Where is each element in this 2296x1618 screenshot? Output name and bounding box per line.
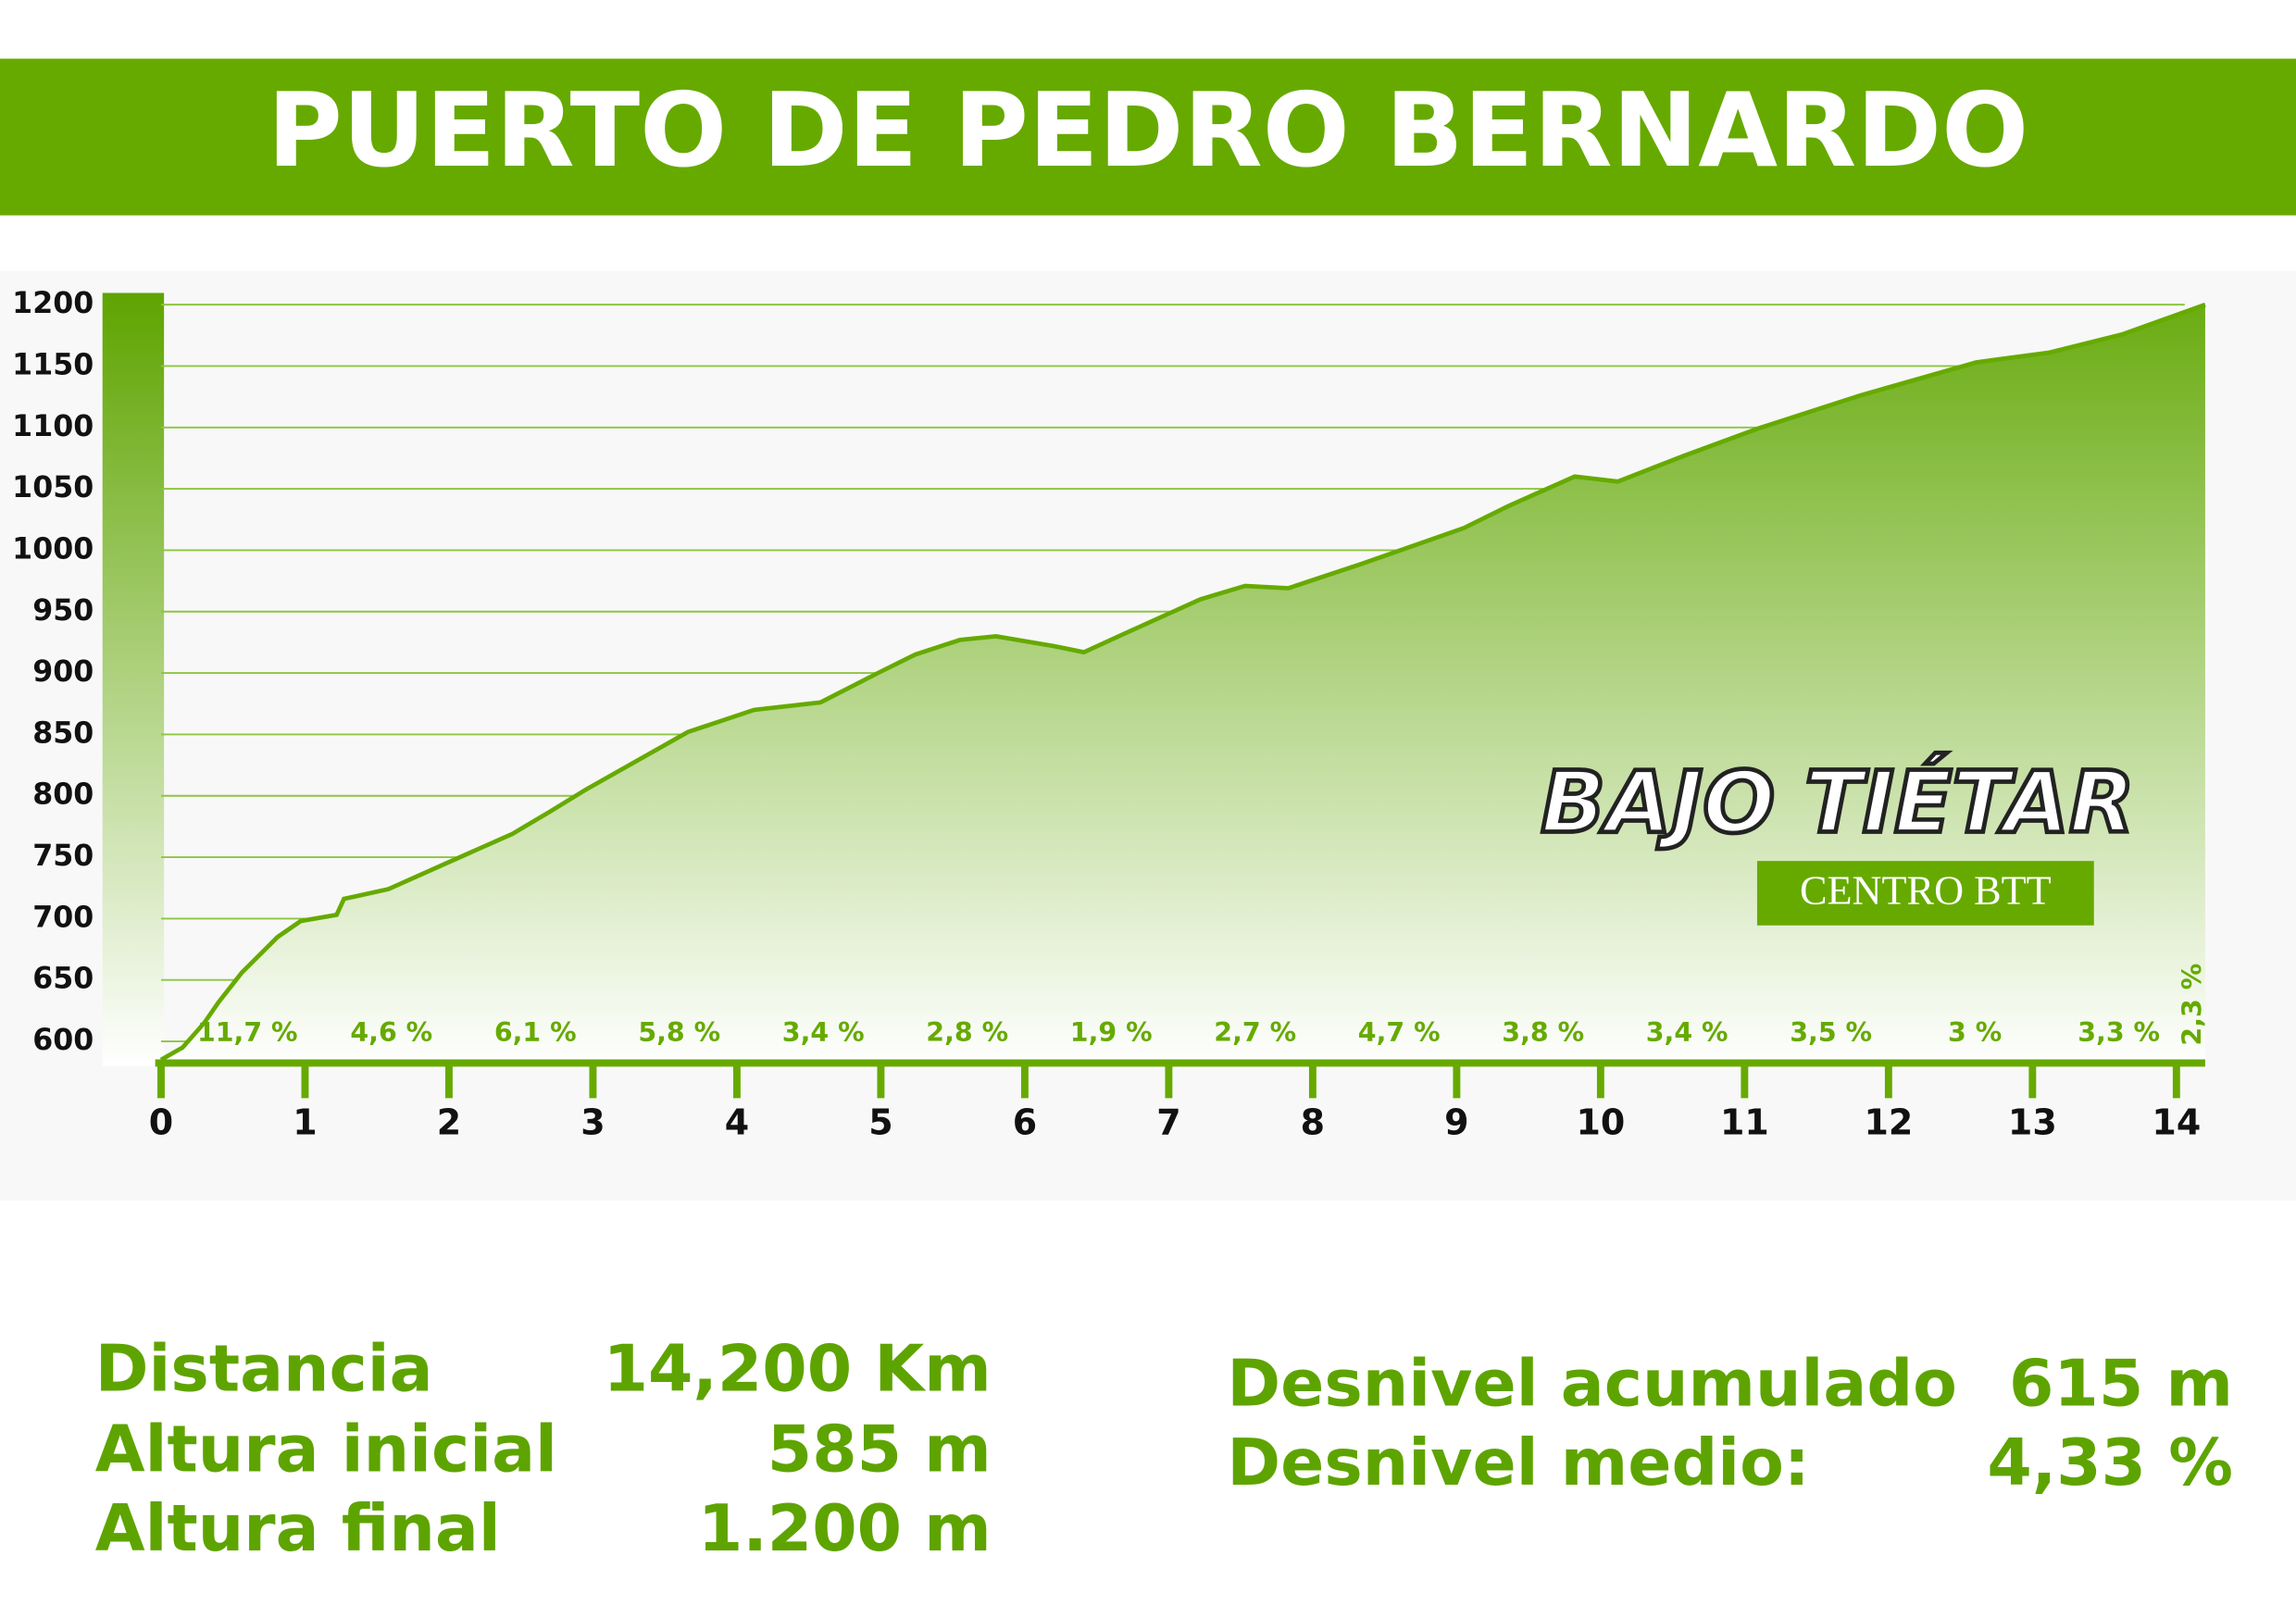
y-tick-label: 650 [32,963,94,996]
profile-area [160,305,2205,1066]
x-tick-label: 12 [1864,1101,1913,1142]
x-tick-label: 10 [1576,1101,1625,1142]
x-tick-label: 5 [868,1101,892,1142]
gradient-label: 3,5 % [1790,1017,1872,1048]
stat-label: Altura final [95,1491,501,1566]
x-tick-label: 11 [1720,1101,1769,1142]
x-tick-label: 1 [293,1101,317,1142]
y-tick-label: 600 [32,1024,94,1057]
stat-label: Desnivel medio: [1227,1425,1809,1500]
y-tick-label: 700 [32,901,94,934]
stat-value: 1.200 m [698,1491,992,1566]
chart-title: PUERTO DE PEDRO BERNARDO [268,71,2029,191]
y-tick-label: 800 [32,778,94,812]
gradient-label: 3,4 % [1646,1017,1728,1048]
plot: 6006507007508008509009501000105011001150… [12,287,2207,1142]
gradient-label: 6,1 % [494,1017,577,1048]
x-tick-label: 3 [580,1101,605,1142]
y-tick-label: 1000 [12,532,94,566]
y-tick-label: 900 [32,655,94,689]
y-tick-label: 750 [32,840,94,873]
x-tick-label: 7 [1156,1101,1180,1142]
axis-bar [102,292,165,1066]
stat-value: 14,200 Km [604,1332,992,1407]
y-tick-label: 1200 [12,287,94,320]
logo: BAJO TIÉTAR CENTRO BTT [1539,750,2137,926]
gradient-label: 3,8 % [1502,1017,1584,1048]
y-tick-label: 1100 [12,410,94,443]
x-tick-label: 8 [1301,1101,1325,1142]
gradient-label: 2,7 % [1214,1017,1296,1048]
y-tick-label: 1050 [12,471,94,504]
gradient-label: 4,7 % [1358,1017,1441,1048]
stats: Distancia 14,200 Km Altura inicial 585 m Alt… [95,1332,2233,1566]
x-tick-label: 2 [437,1101,461,1142]
stat-label: Desnivel acumulado [1227,1347,1957,1422]
gradient-label: 11,7 % [197,1017,298,1048]
y-tick-label: 850 [32,716,94,750]
gradient-label: 5,8 % [638,1017,720,1048]
stat-label: Distancia [95,1332,433,1407]
x-tick-label: 9 [1444,1101,1468,1142]
y-tick-label: 1150 [12,348,94,381]
stat-value: 615 m [2009,1347,2233,1422]
gradient-label: 3 % [1948,1017,2002,1048]
logo-subtitle: CENTRO BTT [1800,868,2052,914]
x-tick-label: 14 [2152,1101,2201,1142]
y-tick-label: 950 [32,594,94,628]
x-tick-label: 0 [149,1101,173,1142]
stat-value: 4,33 % [1987,1425,2233,1500]
x-tick-label: 6 [1013,1101,1037,1142]
stat-label: Altura inicial [95,1413,557,1487]
gradient-label: 2,8 % [926,1017,1008,1048]
profile-line [159,302,2206,1062]
gradient-label: 3,3 % [2078,1017,2160,1048]
stat-value: 585 m [767,1413,992,1487]
gradient-label: 2,3 % [2177,964,2207,1046]
gradient-label: 4,6 % [350,1017,432,1048]
x-tick-label: 13 [2008,1101,2057,1142]
x-tick-label: 4 [725,1101,749,1142]
title-bar [0,58,2296,216]
logo-title: BAJO TIÉTAR [1541,753,2134,853]
gradient-label: 1,9 % [1070,1017,1153,1048]
logo-box [1756,861,2094,926]
gradient-label: 3,4 % [782,1017,865,1048]
